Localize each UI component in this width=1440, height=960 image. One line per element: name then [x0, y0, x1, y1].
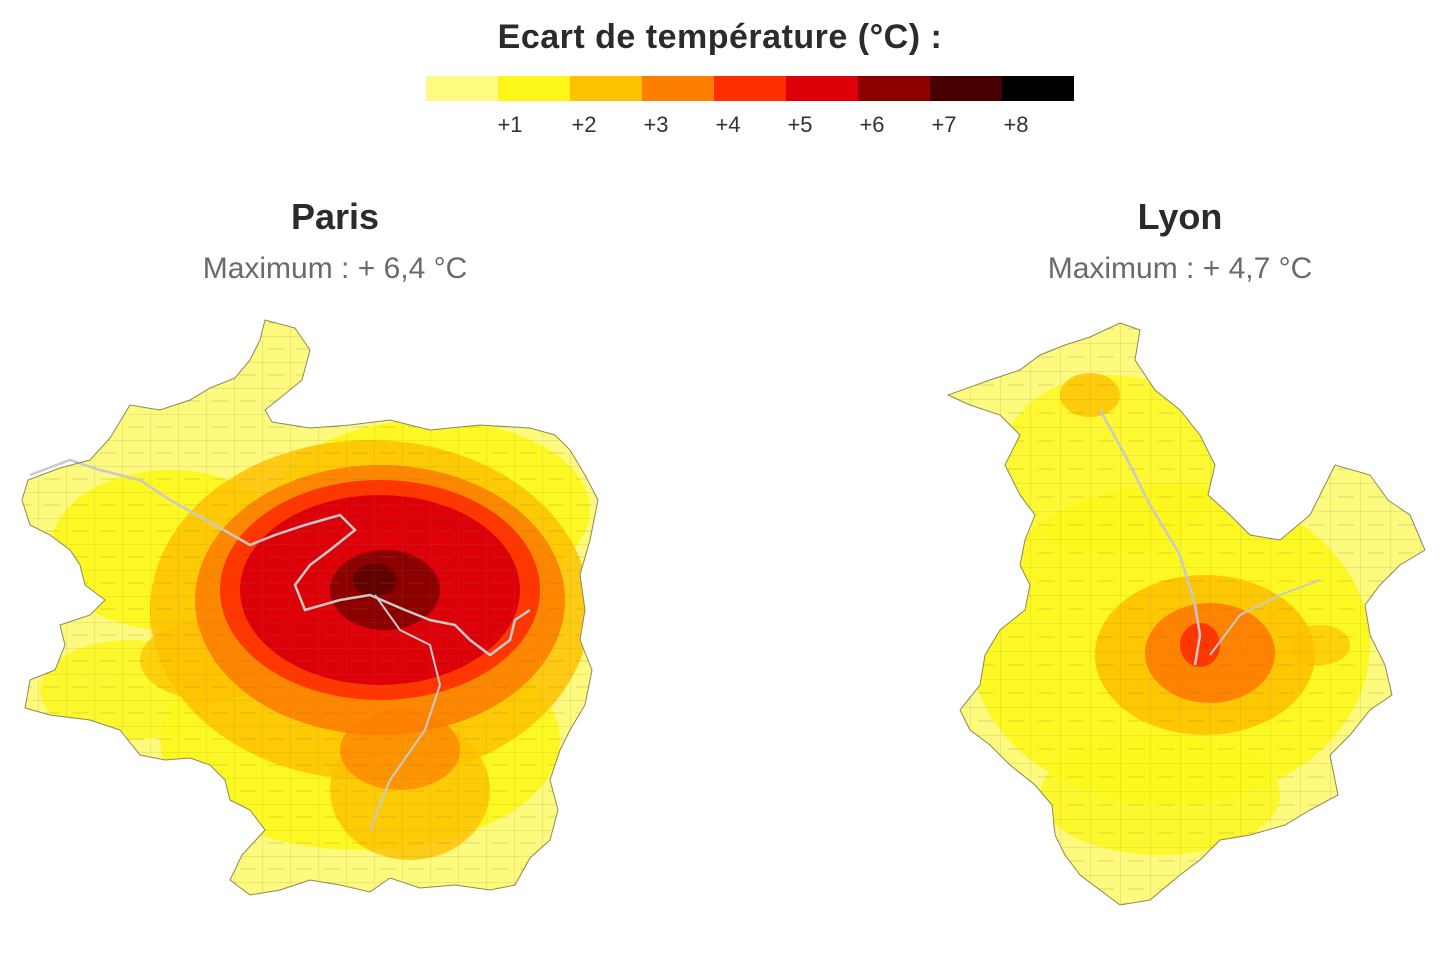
legend-swatch-1: [426, 76, 498, 101]
legend-swatch-2: [498, 76, 570, 101]
legend-swatch-3: [570, 76, 642, 101]
legend-tick: +2: [571, 112, 597, 137]
legend-title: Ecart de température (°C) :: [497, 18, 943, 56]
legend-swatch-4: [642, 76, 714, 101]
city-name-paris: Paris: [290, 196, 380, 237]
legend-swatch-6: [786, 76, 858, 101]
paris-heat-map: [21, 319, 599, 896]
legend-tick: +1: [497, 112, 523, 137]
legend-swatch-5: [714, 76, 786, 101]
legend-tick: +6: [859, 112, 885, 137]
color-scale-bar: [426, 76, 1074, 101]
lyon-panel: Lyon Maximum : + 4,7 °C: [930, 196, 1430, 286]
legend-tick: +3: [643, 112, 669, 137]
legend-ticks: +1 +2 +3 +4 +5 +6 +7 +8: [426, 112, 1074, 142]
city-name-lyon: Lyon: [1137, 196, 1223, 237]
legend-swatch-7: [858, 76, 930, 101]
paris-panel: Paris Maximum : + 6,4 °C: [10, 196, 660, 286]
legend-swatch-8: [930, 76, 1002, 101]
lyon-heat-map: [946, 322, 1426, 906]
legend-swatch-9: [1002, 76, 1074, 101]
legend-tick: +8: [1003, 112, 1029, 137]
city-maximum-lyon: Maximum : + 4,7 °C: [1047, 252, 1313, 285]
city-maximum-paris: Maximum : + 6,4 °C: [202, 252, 468, 285]
legend-tick: +7: [931, 112, 957, 137]
legend-tick: +4: [715, 112, 741, 137]
legend-tick: +5: [787, 112, 813, 137]
